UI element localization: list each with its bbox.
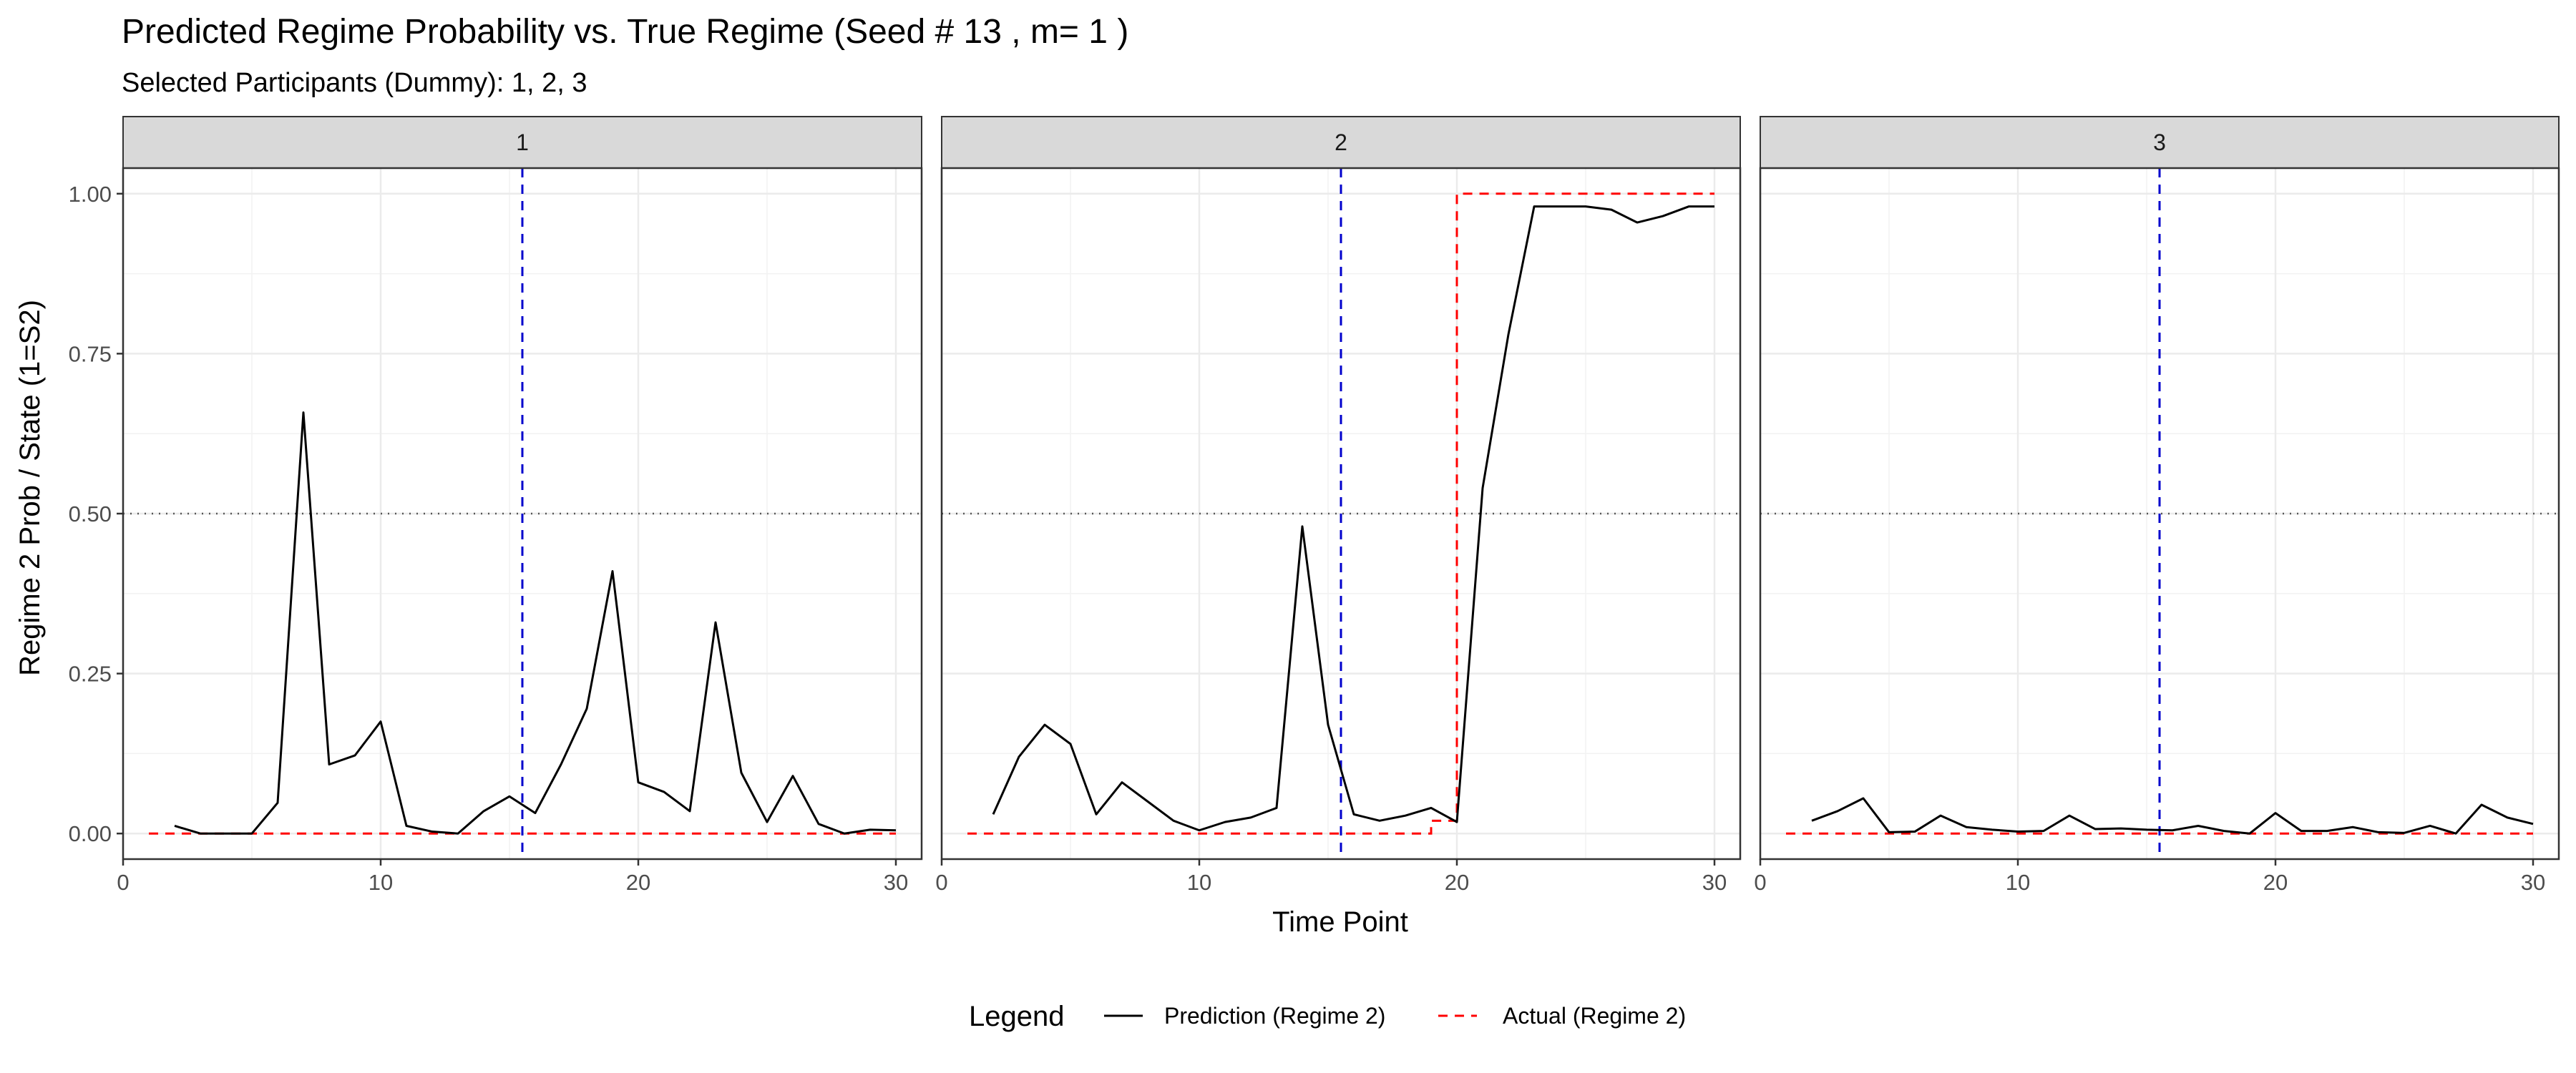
facet-panel-2: 20 10 20 30 [935,116,1742,895]
x-tick-label: 30 [2521,870,2545,895]
facet-strip-label: 3 [2153,129,2166,155]
series-actual [967,192,1714,835]
legend-label-prediction: Prediction (Regime 2) [1164,1003,1385,1029]
series-prediction [1811,797,2534,835]
legend-title: Legend [969,1001,1064,1032]
x-tick-label: 10 [2006,870,2030,895]
chart-title: Predicted Regime Probability vs. True Re… [122,13,1128,51]
series-prediction [992,205,1714,832]
x-tick-label: 0 [1754,870,1766,895]
chart-subtitle: Selected Participants (Dummy): 1, 2, 3 [122,68,587,98]
y-tick-label: 1.00 [69,182,112,207]
panel-border [1759,167,2560,861]
x-tick-label: 0 [117,870,129,895]
x-tick-label: 0 [935,870,947,895]
legend-label-actual: Actual (Regime 2) [1503,1003,1686,1029]
y-axis-title: Regime 2 Prob / State (1=S2) [14,300,46,676]
y-tick-label: 0.25 [69,662,112,687]
facet-panel-3: 30 10 20 30 [1754,116,2560,895]
facet-strip [122,116,922,169]
facet-strip-label: 1 [516,129,529,155]
x-tick-label: 20 [626,870,650,895]
x-tick-label: 10 [369,870,393,895]
y-tick-label: 0.00 [69,821,112,846]
x-tick-label: 30 [884,870,908,895]
y-tick-label: 0.75 [69,341,112,366]
panel-border [940,167,1742,861]
x-axis-title: Time Point [1272,906,1408,938]
x-tick-label: 20 [1445,870,1469,895]
x-tick-label: 30 [1702,870,1727,895]
series-prediction [174,411,897,835]
facet-strip-label: 2 [1335,129,1347,155]
facet-panel-1: 10 10 20 300.000.250.500.751.00 [69,116,923,895]
x-tick-label: 10 [1187,870,1211,895]
y-tick-label: 0.50 [69,501,112,526]
x-tick-label: 20 [2263,870,2288,895]
legend: Legend Prediction (Regime 2) Actual (Reg… [969,1001,1686,1032]
